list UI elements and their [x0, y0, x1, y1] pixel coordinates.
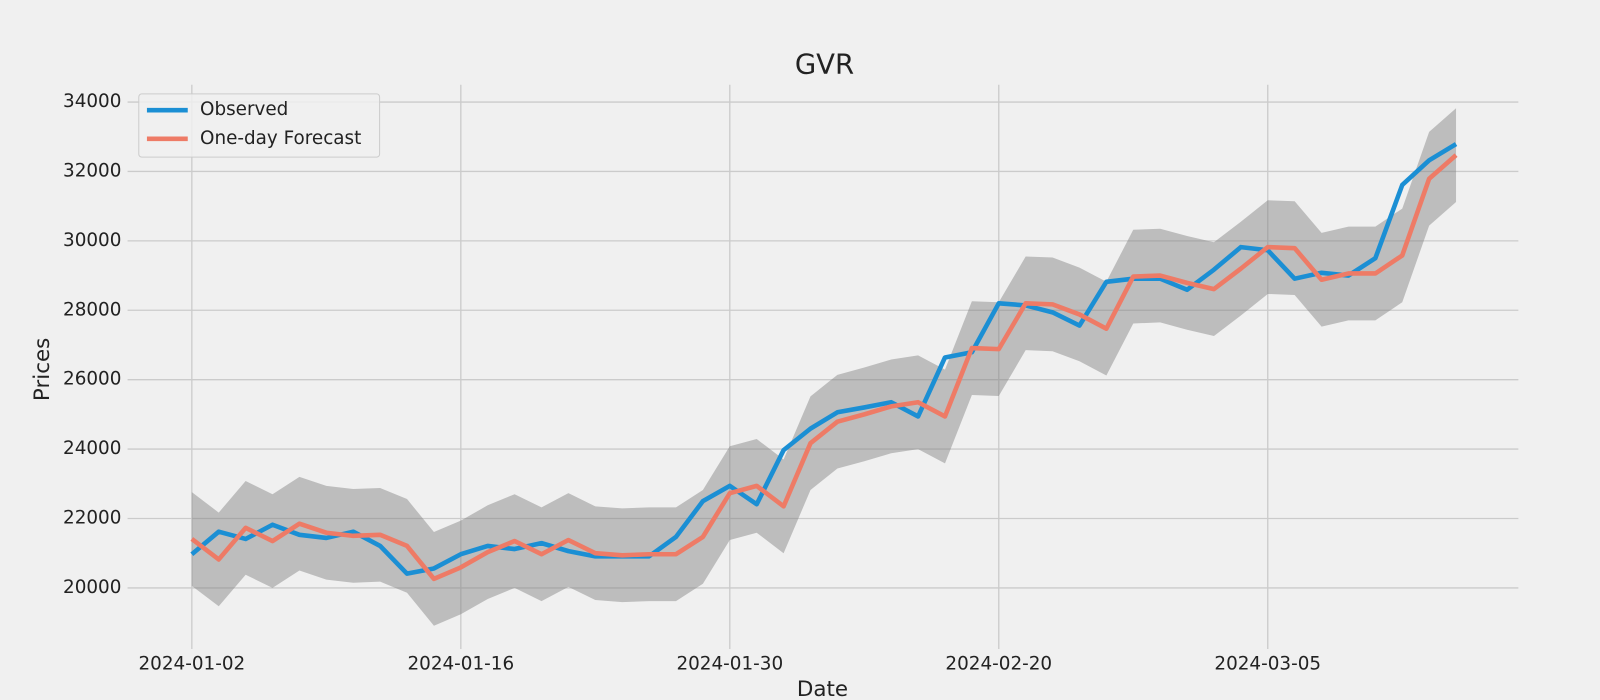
y-tick-label: 26000	[63, 369, 121, 390]
legend-label: Observed	[200, 99, 288, 120]
confidence-band	[191, 108, 1457, 626]
x-tick-label: 2024-01-02	[138, 653, 245, 674]
plot-area	[190, 108, 1458, 626]
chart-title: GVR	[795, 48, 854, 80]
y-tick-label: 24000	[63, 438, 121, 459]
x-axis-label: Date	[797, 677, 848, 700]
y-tick-label: 28000	[63, 299, 121, 320]
y-axis-label: Prices	[30, 338, 55, 401]
series-line	[190, 153, 1458, 582]
legend: Observed One-day Forecast	[138, 93, 381, 158]
x-tick-label: 2024-01-16	[407, 653, 514, 674]
y-tick-label: 20000	[63, 577, 121, 598]
y-tick-label: 32000	[63, 160, 121, 181]
series-line	[190, 142, 1458, 576]
legend-label: One-day Forecast	[200, 128, 361, 149]
y-tick-label: 34000	[63, 91, 121, 112]
legend-box	[138, 93, 381, 158]
x-tick-label: 2024-02-20	[945, 653, 1052, 674]
x-tick-label: 2024-01-30	[676, 653, 783, 674]
y-tick-label: 22000	[63, 507, 121, 528]
x-tick-label: 2024-03-05	[1214, 653, 1321, 674]
y-tick-label: 30000	[63, 230, 121, 251]
